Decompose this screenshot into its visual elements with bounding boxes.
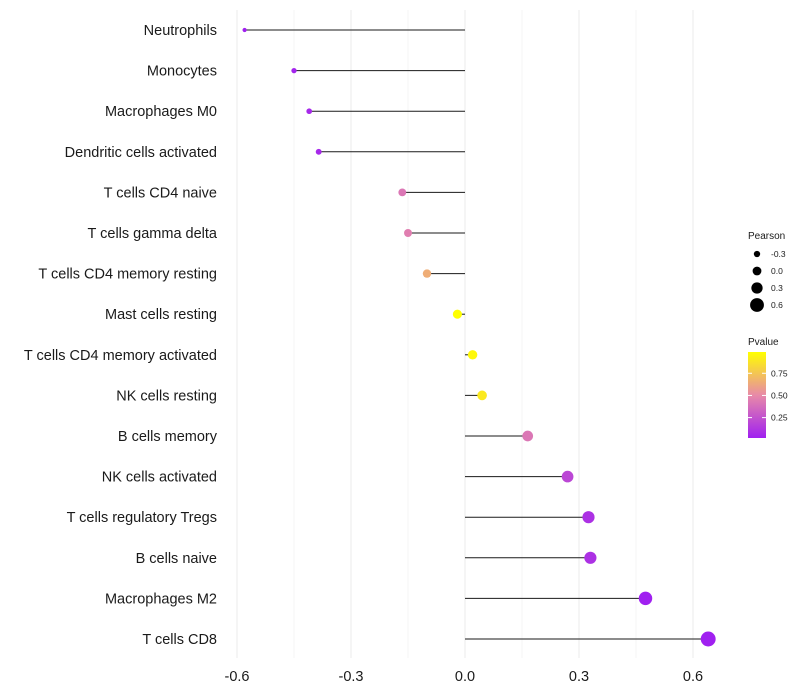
pearson-legend-key [750, 298, 764, 312]
x-axis-tick-labels: -0.6 -0.3 0.0 0.3 0.6 [225, 669, 704, 685]
lollipop-point [404, 229, 412, 237]
pvalue-legend-label: 0.50 [771, 390, 788, 400]
pearson-legend-key [751, 282, 763, 294]
lollipop-stems [244, 29, 709, 640]
lollipop-point [242, 27, 247, 33]
category-label: T cells CD8 [142, 632, 217, 648]
lollipop-point [522, 430, 534, 442]
lollipop-point [638, 591, 653, 606]
lollipop-point [561, 470, 574, 483]
category-label: NK cells resting [116, 388, 217, 404]
y-axis-category-labels: Neutrophils Monocytes Macrophages M0 Dendri… [24, 23, 218, 648]
pvalue-legend-label: 0.25 [771, 413, 788, 423]
pearson-size-legend: Pearson -0.3 0.0 0.3 0.6 [748, 231, 786, 312]
pearson-legend-key [753, 250, 761, 258]
lollipop-point [452, 309, 462, 319]
pearson-legend-label: 0.3 [771, 283, 783, 293]
pvalue-legend-title: Pvalue [748, 337, 779, 348]
category-label: T cells CD4 naive [104, 185, 217, 201]
category-label: T cells gamma delta [88, 226, 218, 242]
lollipop-point [422, 269, 432, 278]
category-label: NK cells activated [102, 470, 217, 486]
x-tick-label: 0.6 [683, 669, 703, 685]
grid-lines [236, 10, 694, 658]
x-tick-label: 0.0 [455, 669, 475, 685]
category-label: Monocytes [147, 64, 217, 80]
category-label: Macrophages M2 [105, 591, 217, 607]
x-tick-label: -0.6 [225, 669, 250, 685]
pearson-legend-key [752, 266, 762, 276]
pearson-legend-title: Pearson [748, 231, 785, 242]
category-label: Macrophages M0 [105, 104, 217, 120]
lollipop-point [315, 148, 322, 155]
category-label: B cells naive [136, 551, 217, 567]
lollipop-point [477, 390, 487, 401]
lollipop-point [291, 67, 297, 74]
lollipop-point [582, 511, 595, 524]
pearson-legend-label: 0.0 [771, 266, 783, 276]
pvalue-colorbar [748, 352, 766, 438]
category-label: T cells CD4 memory resting [38, 267, 217, 283]
category-label: B cells memory [118, 429, 218, 445]
x-tick-label: 0.3 [569, 669, 589, 685]
lollipop-point [467, 350, 478, 360]
category-label: T cells CD4 memory activated [24, 348, 217, 364]
category-label: Dendritic cells activated [65, 145, 217, 161]
lollipop-points [242, 27, 716, 647]
pvalue-color-legend: Pvalue 0.75 0.50 0.25 [748, 337, 788, 438]
lollipop-point [584, 551, 597, 564]
category-label: T cells regulatory Tregs [67, 510, 217, 526]
category-label: Neutrophils [144, 23, 217, 39]
pearson-legend-label: 0.6 [771, 300, 783, 310]
pearson-legend-label: -0.3 [771, 249, 786, 259]
pvalue-legend-label: 0.75 [771, 368, 788, 378]
x-tick-label: -0.3 [339, 669, 364, 685]
lollipop-point [306, 108, 313, 115]
category-label: Mast cells resting [105, 307, 217, 323]
lollipop-point [398, 188, 407, 197]
lollipop-point [700, 631, 716, 647]
